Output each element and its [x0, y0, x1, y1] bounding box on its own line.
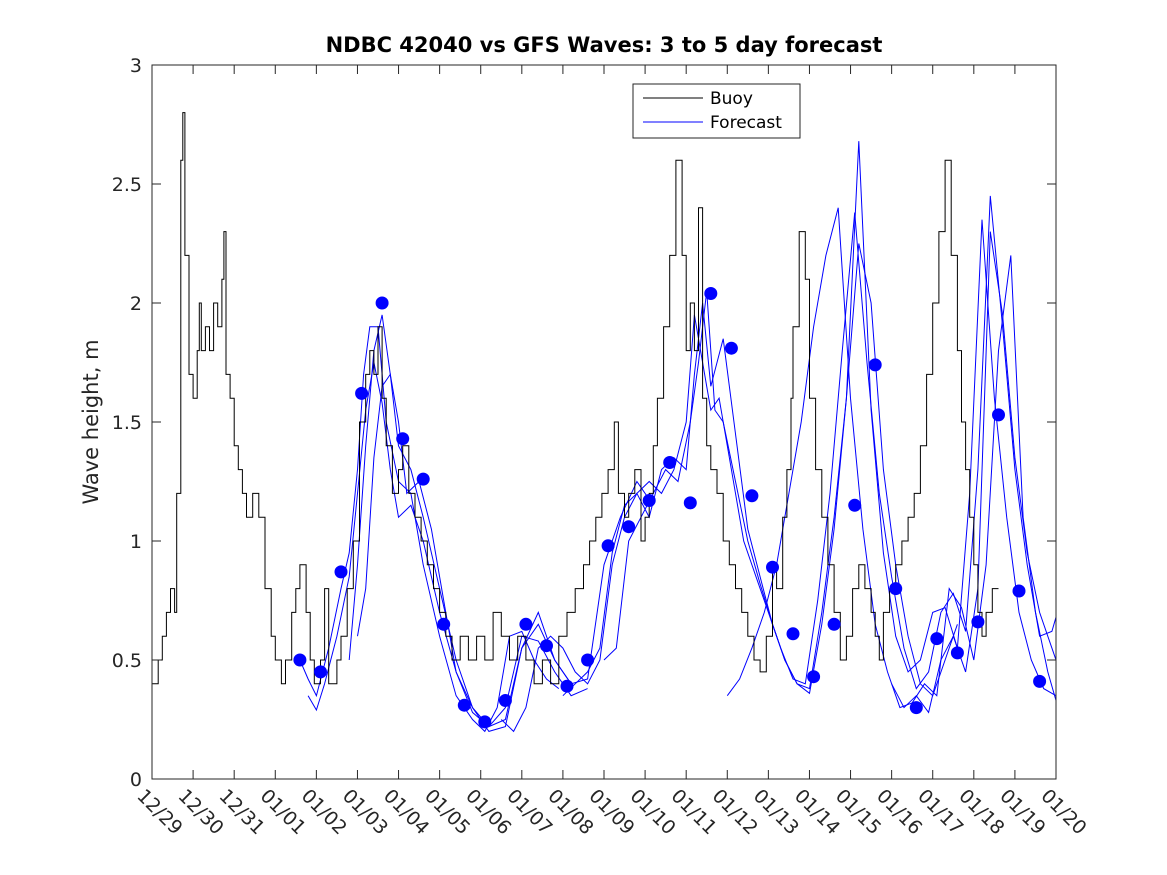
forecast-point	[786, 627, 800, 641]
forecast-point	[889, 582, 903, 596]
legend-buoy-label: Buoy	[710, 89, 753, 109]
forecast-point	[930, 632, 944, 646]
forecast-point	[540, 639, 553, 653]
y-tick-label: 0.5	[112, 650, 142, 672]
forecast-point	[334, 565, 348, 579]
forecast-point	[868, 358, 882, 372]
forecast-point	[375, 296, 389, 310]
forecast-point	[416, 472, 430, 486]
forecast-point	[766, 560, 779, 574]
forecast-point	[704, 287, 718, 300]
forecast-point	[909, 701, 923, 715]
chart-title: NDBC 42040 vs GFS Waves: 3 to 5 day fore…	[326, 33, 883, 57]
forecast-point	[622, 520, 636, 534]
legend-box	[632, 83, 801, 139]
forecast-point	[724, 341, 738, 355]
forecast-point	[642, 494, 656, 507]
forecast-point	[1033, 674, 1047, 688]
forecast-point	[396, 432, 410, 446]
forecast-point	[457, 698, 471, 712]
forecast-point	[848, 498, 862, 512]
forecast-point	[1012, 584, 1026, 598]
forecast-point	[355, 386, 369, 400]
forecast-point	[560, 679, 574, 693]
plot-area	[152, 65, 1056, 779]
forecast-series-line	[307, 362, 572, 728]
forecast-point	[293, 653, 307, 667]
forecast-series-line	[562, 195, 1057, 697]
y-tick-label: 3	[130, 55, 142, 77]
buoy-series-line	[152, 112, 999, 685]
forecast-point	[314, 665, 327, 679]
forecast-point	[601, 539, 615, 553]
forecast-point	[663, 456, 677, 469]
forecast-point	[683, 496, 697, 510]
y-tick-label: 0	[130, 769, 142, 791]
forecast-point	[827, 617, 841, 631]
y-axis-ticks: 0 0.5 1 1.5 2 2.5 3	[112, 55, 1056, 791]
forecast-point	[745, 489, 759, 503]
forecast-point	[807, 670, 821, 684]
forecast-series-line	[603, 141, 1057, 697]
forecast-point	[581, 653, 595, 667]
forecast-point	[437, 617, 451, 631]
forecast-point	[519, 617, 533, 631]
forecast-series-line	[299, 326, 560, 733]
y-tick-label: 1.5	[112, 412, 142, 434]
y-tick-label: 2	[130, 293, 142, 315]
y-tick-label: 1	[130, 531, 142, 553]
forecast-point	[971, 615, 985, 629]
forecast-point	[478, 715, 492, 729]
forecast-point	[950, 646, 964, 660]
y-tick-label: 2.5	[112, 174, 142, 196]
legend-forecast-label: Forecast	[710, 113, 782, 133]
forecast-point	[992, 408, 1005, 422]
y-axis-label: Wave height, m	[79, 339, 103, 504]
plot-content	[152, 112, 1057, 733]
legend: Buoy Forecast	[632, 83, 801, 139]
forecast-series-line	[500, 243, 958, 733]
forecast-point	[498, 694, 512, 707]
